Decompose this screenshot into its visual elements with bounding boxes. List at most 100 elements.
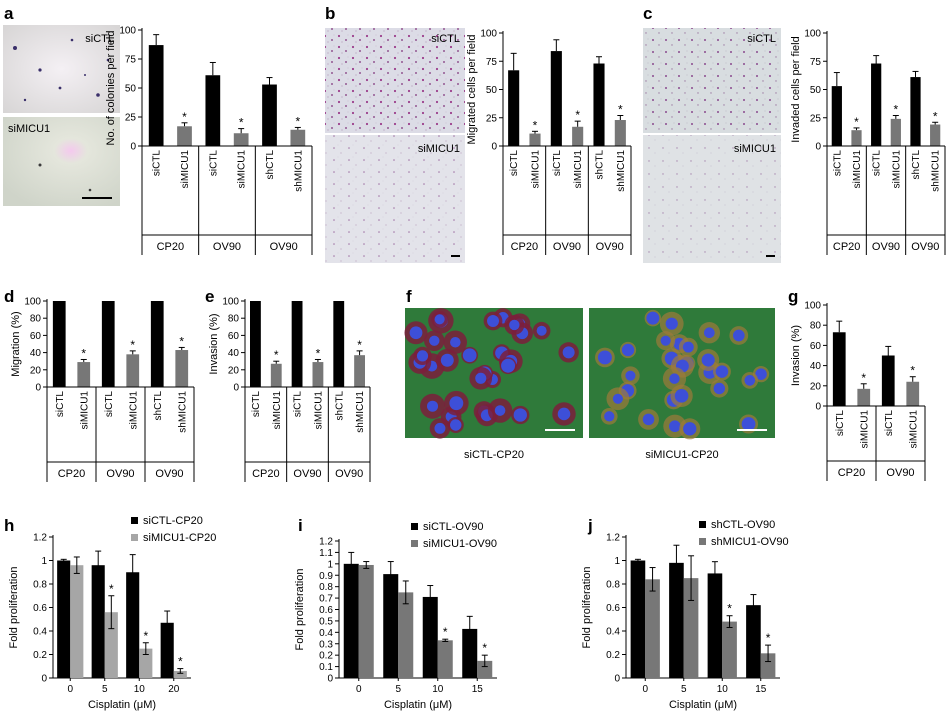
group-label: CP20 [157, 241, 185, 253]
y-tick-label: 80 [228, 314, 240, 325]
cell-nucleus [426, 400, 439, 412]
x-category-label: siMICU1 [573, 150, 584, 189]
y-tick-label: 1.1 [319, 548, 333, 559]
y-tick-label: 0.4 [33, 627, 47, 638]
group-label: OV90 [911, 241, 939, 253]
legend-swatch [131, 517, 138, 524]
chart-i: 00.10.20.30.40.50.60.70.80.911.11.2Fold … [294, 521, 497, 711]
cell-nucleus [744, 375, 756, 386]
cell-nucleus [409, 326, 423, 340]
bar [462, 628, 478, 678]
x-tick-label: 0 [642, 684, 648, 695]
significance-star: * [533, 118, 538, 132]
cell-nucleus [715, 365, 729, 378]
y-axis-label: Invaded cells per field [790, 36, 802, 142]
y-tick-label: 25 [810, 113, 822, 124]
cell-nucleus [536, 325, 547, 336]
cell-nucleus [475, 372, 487, 384]
bar [290, 129, 306, 146]
bar [160, 622, 174, 678]
y-tick-label: 100 [222, 297, 239, 308]
cell-nucleus [682, 341, 694, 353]
bar [262, 84, 277, 146]
significance-star: * [727, 602, 732, 616]
y-tick-label: 0.7 [319, 594, 333, 605]
x-category-label: shCTL [595, 150, 606, 180]
bar [645, 579, 660, 678]
y-tick-label: 0.6 [319, 605, 333, 616]
x-category-label: siMICU1 [237, 150, 248, 189]
y-axis-label: Fold proliferation [294, 569, 306, 651]
y-tick-label: 20 [228, 365, 240, 376]
bar [57, 560, 71, 678]
bar [233, 133, 249, 146]
cell-nucleus [660, 335, 671, 346]
y-tick-label: 0.5 [319, 616, 333, 627]
legend-label: siCTL-OV90 [423, 521, 484, 533]
x-category-label: siCTL [293, 391, 304, 418]
significance-star: * [239, 116, 244, 130]
x-tick-label: 15 [755, 684, 767, 695]
bar [881, 355, 895, 406]
y-tick-label: 0.2 [606, 650, 620, 661]
y-tick-label: 0 [130, 142, 136, 153]
x-category-label: siCTL [251, 391, 262, 418]
x-category-label: siCTL [872, 150, 883, 177]
legend-swatch [411, 540, 418, 547]
micrograph-c-bottom-label: siMICU1 [734, 143, 776, 155]
chart-j: 0 0.2 0.4 0.6 0.8 1 1.2 Fold proliferation 0 5 10 *… [581, 519, 789, 711]
bar [398, 592, 414, 678]
micrograph-c-top [643, 28, 781, 133]
cell-nucleus [509, 319, 520, 331]
micrograph-b-bottom [325, 135, 465, 263]
bar [930, 124, 941, 146]
significance-star: * [618, 102, 623, 116]
bar [832, 332, 846, 406]
y-tick-label: 20 [810, 381, 822, 392]
cell-nucleus [646, 311, 660, 325]
cell-nucleus [494, 405, 506, 416]
significance-star: * [81, 346, 86, 360]
cell-nucleus [669, 373, 680, 384]
group-label: OV90 [886, 467, 914, 479]
significance-star: * [182, 110, 187, 124]
y-tick-label: 100 [119, 26, 136, 37]
group-label: OV90 [213, 241, 241, 253]
y-axis-label: Fold proliferation [581, 567, 593, 649]
significance-star: * [766, 631, 771, 645]
y-tick-label: 80 [30, 314, 42, 325]
significance-star: * [316, 346, 321, 360]
panel-label-b: b [325, 4, 335, 23]
y-tick-label: 40 [810, 361, 822, 372]
cell-nucleus [434, 422, 446, 434]
legend-swatch [411, 523, 418, 530]
cell-nucleus [449, 396, 464, 411]
significance-star: * [274, 348, 279, 362]
micrograph-a-top [3, 25, 120, 113]
y-tick-label: 0.8 [319, 582, 333, 593]
bar [343, 563, 359, 678]
micrograph-b-bottom-label: siMICU1 [418, 143, 460, 155]
y-tick-label: 1 [41, 556, 47, 567]
legend-swatch [131, 534, 138, 541]
group-label: OV90 [553, 241, 581, 253]
y-tick-label: 20 [30, 365, 42, 376]
legend-label: siCTL-CP20 [143, 515, 203, 527]
cell-nucleus [612, 393, 623, 404]
significance-star: * [443, 625, 448, 639]
cell-nucleus [450, 336, 461, 348]
bar [91, 565, 105, 678]
micrograph-c-top-label: siCTL [747, 33, 776, 45]
y-tick-label: 50 [125, 84, 137, 95]
x-tick-label: 10 [134, 684, 146, 695]
group-label: OV90 [293, 468, 321, 480]
bar [683, 578, 699, 678]
y-tick-label: 75 [486, 57, 498, 68]
bar [291, 301, 303, 387]
bar [77, 362, 91, 387]
y-tick-label: 0 [35, 383, 41, 394]
bar [831, 86, 842, 146]
